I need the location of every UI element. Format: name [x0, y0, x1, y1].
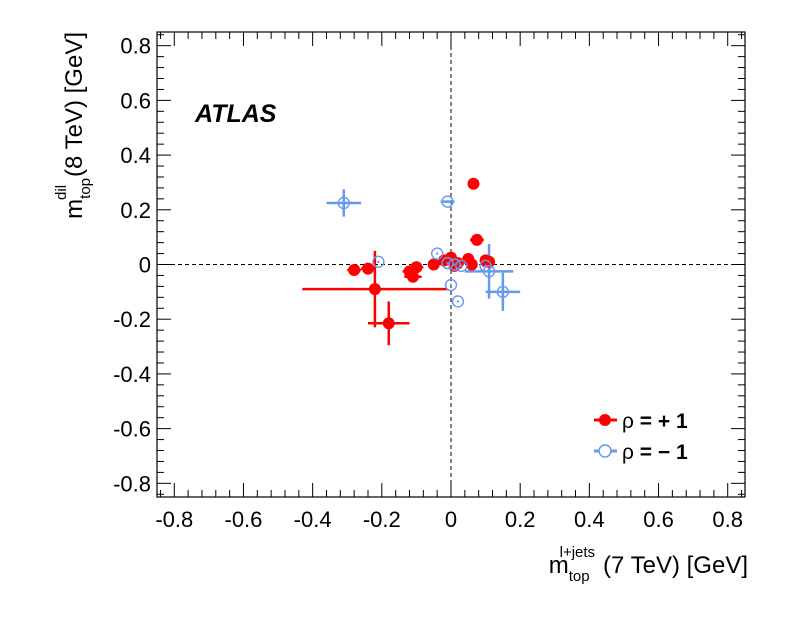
- y-tick-label: -0.2: [113, 307, 151, 332]
- data-point-minus: [448, 258, 461, 271]
- data-point-plus: [470, 233, 483, 246]
- data-point-plus: [410, 261, 423, 274]
- x-axis-label-main: m: [549, 552, 569, 579]
- data-point-minus: [441, 195, 454, 208]
- data-point-plus: [467, 177, 480, 190]
- x-axis-label-sup: l+jets: [560, 544, 595, 561]
- legend-rest-minus: = − 1: [634, 441, 688, 464]
- atlas-annotation: ATLAS: [194, 100, 277, 128]
- x-axis-label-sub: top: [569, 568, 590, 585]
- data-point-plus: [348, 263, 361, 276]
- y-tick-label: -0.8: [113, 471, 151, 496]
- x-tick-label: 0.2: [505, 507, 536, 532]
- y-axis-label-rest: (8 TeV) [GeV]: [61, 32, 88, 177]
- legend-symbol-plus: ρ: [622, 410, 634, 433]
- data-point-minus: [482, 265, 496, 278]
- data-points: [337, 177, 510, 330]
- data-point-minus-center: [501, 290, 505, 294]
- legend-entry-minus: ρ = − 1: [594, 441, 688, 464]
- x-tick-label: -0.6: [225, 507, 263, 532]
- tick-labels: -0.8 -0.6 -0.4 -0.2 0 0.2 0.4 0.6 0.8 -0.8 -0.6 -0.…: [113, 34, 743, 532]
- data-point-minus-center: [377, 260, 380, 263]
- data-point-minus: [430, 247, 444, 260]
- x-tick-label: -0.4: [294, 507, 332, 532]
- legend: ρ = + 1 ρ = − 1: [594, 410, 688, 464]
- data-point-plus: [465, 258, 478, 271]
- data-point-plus: [427, 258, 440, 271]
- data-point-minus-center: [460, 264, 463, 268]
- legend-marker-minus: [598, 444, 612, 458]
- legend-label-minus: ρ = − 1: [622, 441, 688, 464]
- data-point-minus: [441, 256, 454, 270]
- y-tick-label: -0.4: [113, 362, 151, 387]
- data-point-minus: [444, 278, 458, 292]
- data-point-minus: [337, 196, 350, 210]
- y-axis-label-main: m: [61, 199, 88, 219]
- data-point-minus: [455, 259, 468, 273]
- data-point-minus-center: [446, 261, 449, 265]
- axis-ticks: [157, 32, 745, 497]
- y-axis-label-sub: top: [77, 178, 94, 199]
- legend-marker-plus: [599, 414, 611, 426]
- legend-entry-plus: ρ = + 1: [594, 410, 688, 433]
- x-tick-label: -0.2: [363, 507, 401, 532]
- y-tick-label: 0.2: [120, 198, 151, 223]
- data-point-minus-center: [453, 263, 456, 266]
- x-tick-label: -0.8: [155, 507, 193, 532]
- x-axis-label-rest: (7 TeV) [GeV]: [603, 552, 748, 579]
- x-tick-label: 0.8: [712, 507, 743, 532]
- x-tick-label: 0.6: [643, 507, 674, 532]
- y-tick-label: 0.4: [120, 143, 151, 168]
- x-tick-label: 0: [445, 507, 457, 532]
- data-point-plus: [361, 262, 374, 275]
- legend-symbol-minus: ρ: [622, 441, 634, 464]
- data-point-plus: [382, 317, 395, 330]
- x-tick-label: 0.4: [574, 507, 605, 532]
- data-point-plus: [368, 283, 381, 296]
- data-point-minus-center: [456, 300, 460, 303]
- data-point-minus: [496, 285, 510, 299]
- data-point-minus-center: [342, 201, 345, 205]
- y-tick-label: 0.6: [120, 88, 151, 113]
- data-point-minus: [451, 295, 465, 308]
- data-point-minus: [372, 255, 385, 268]
- data-point-minus-center: [435, 252, 439, 255]
- legend-label-plus: ρ = + 1: [622, 410, 688, 433]
- data-point-minus-center: [487, 270, 491, 273]
- y-tick-label: 0.8: [120, 34, 151, 59]
- data-point-plus: [406, 270, 419, 283]
- y-axis-label: mtopdil (8 TeV) [GeV]: [53, 32, 94, 219]
- legend-rest-plus: = + 1: [634, 410, 688, 433]
- data-point-minus-center: [449, 283, 453, 287]
- y-tick-label: -0.6: [113, 417, 151, 442]
- y-tick-label: 0: [139, 253, 151, 278]
- x-axis-label: mtop l+jets (7 TeV) [GeV]: [549, 544, 748, 585]
- y-axis-label-sup: dil: [53, 185, 70, 200]
- data-point-minus-center: [446, 200, 449, 203]
